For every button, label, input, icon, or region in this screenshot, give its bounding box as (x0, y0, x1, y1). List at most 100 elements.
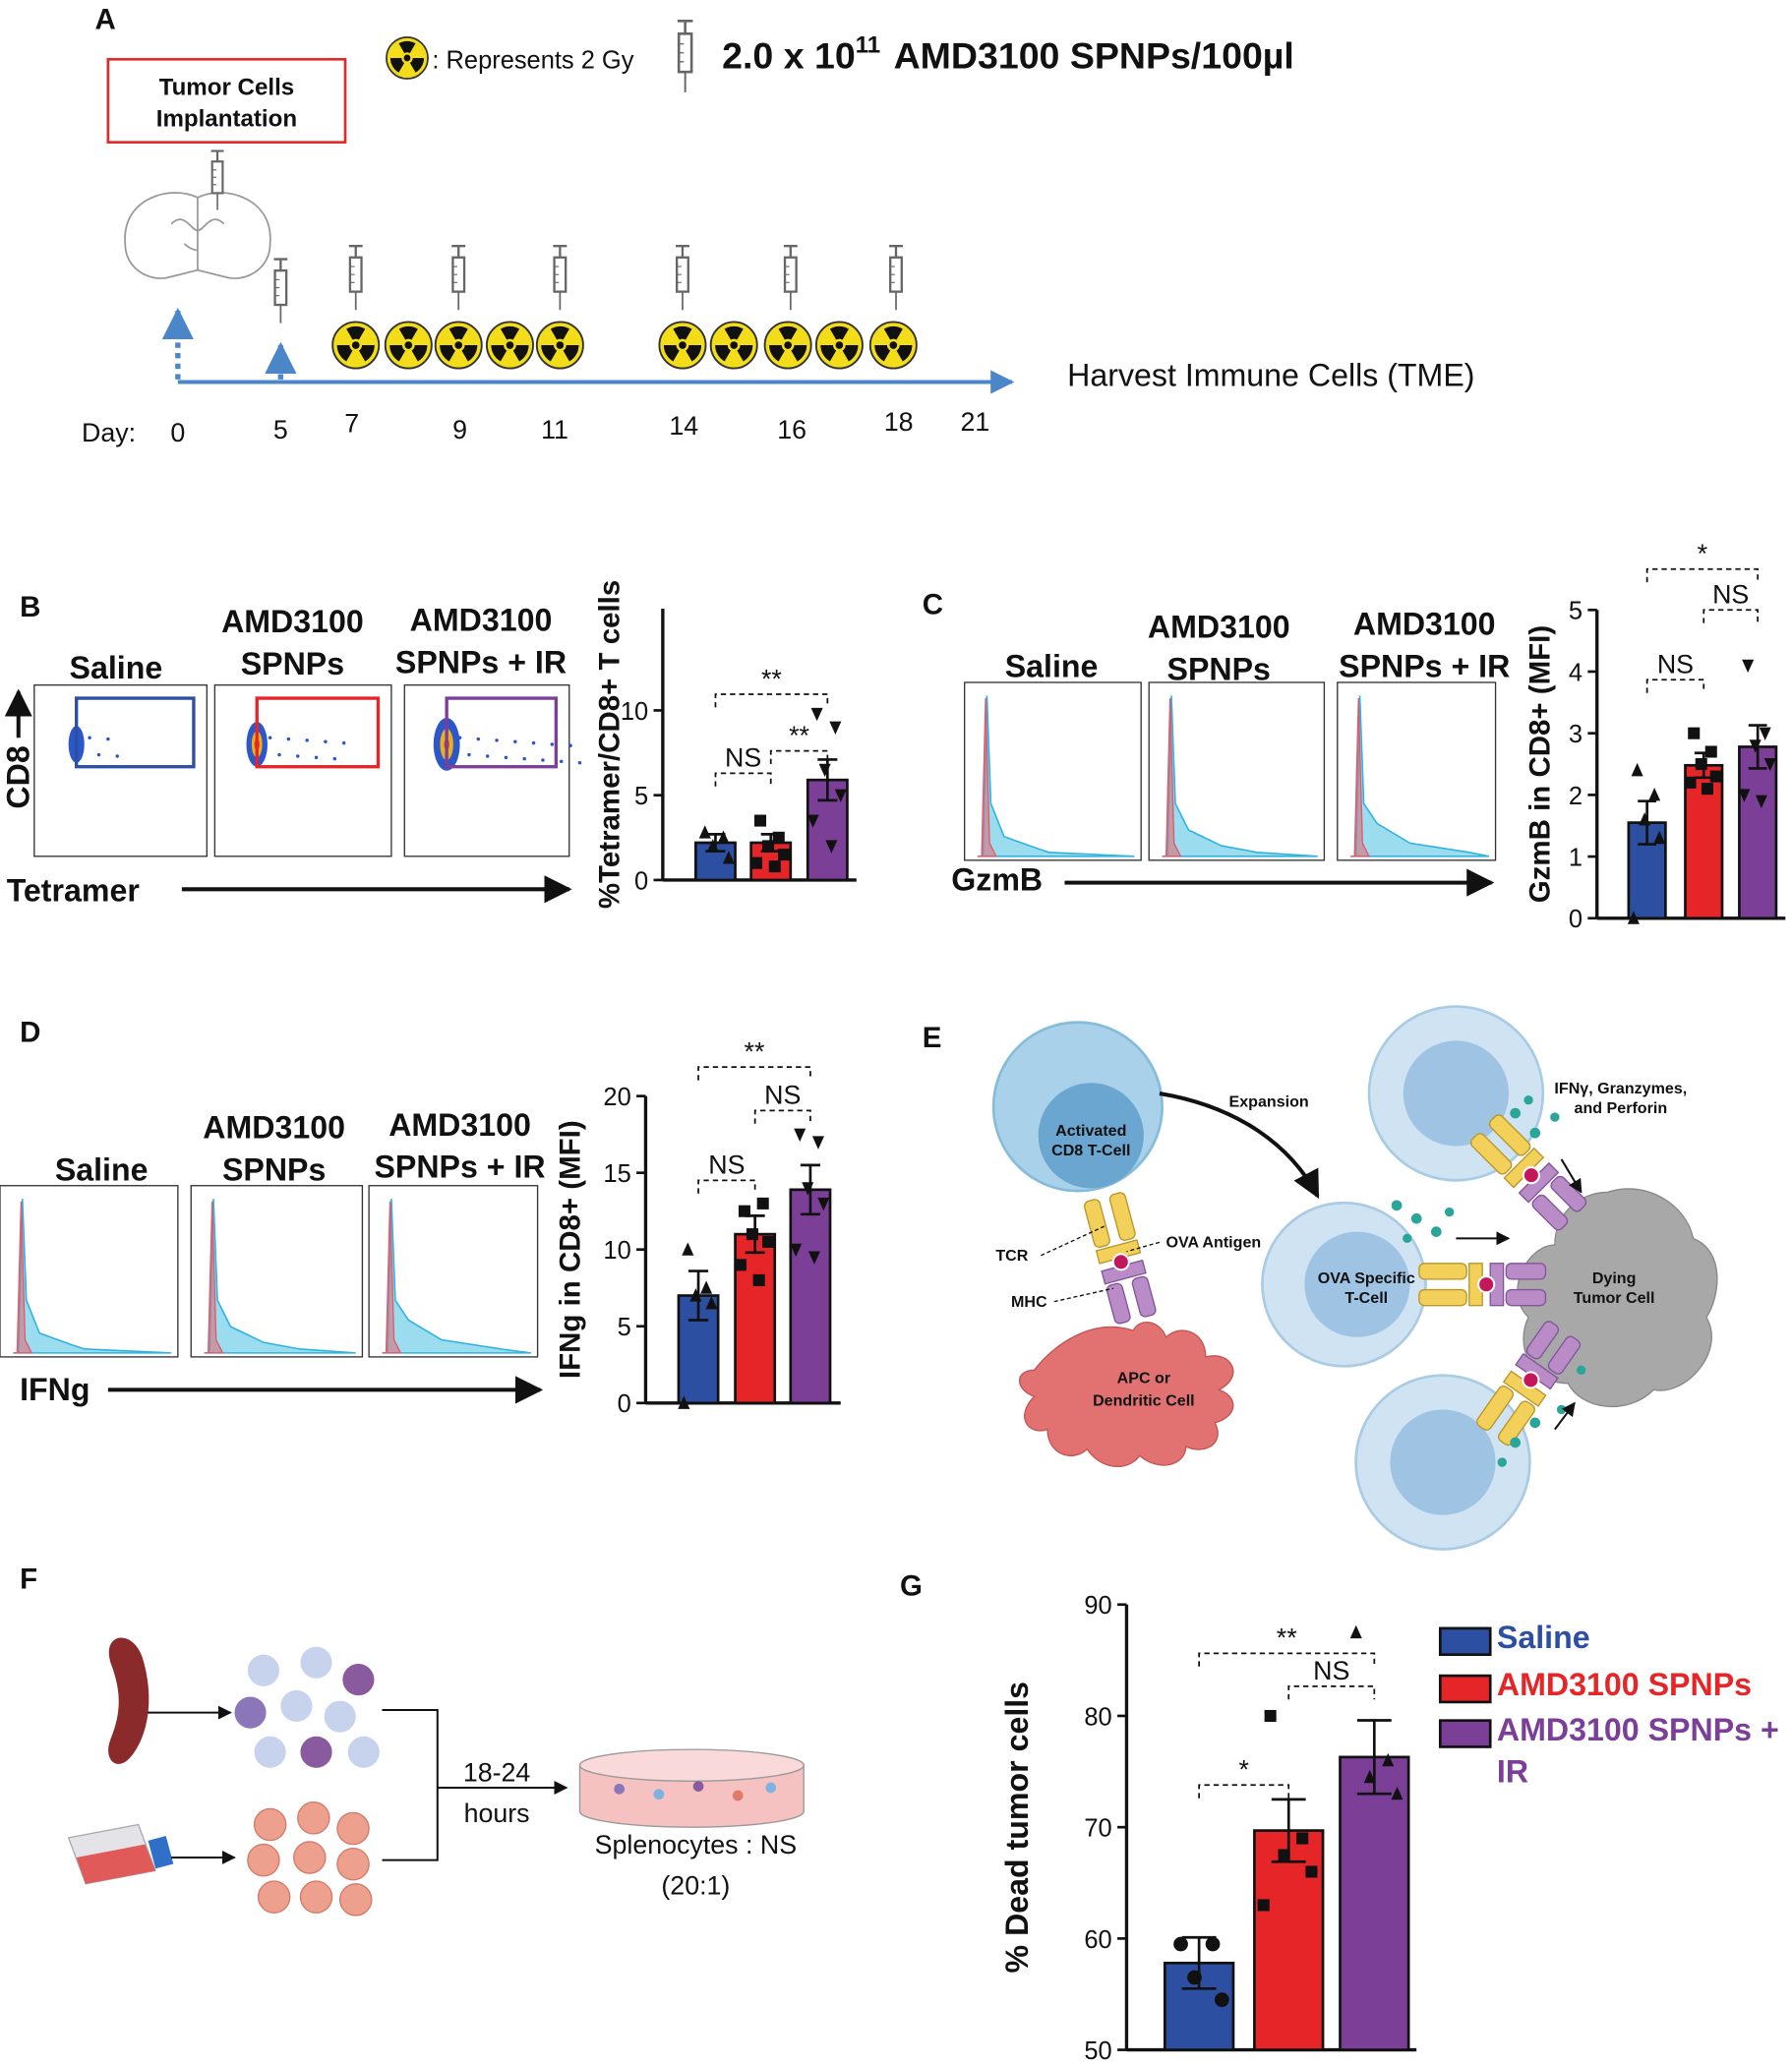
data-point (794, 1128, 806, 1143)
y-tick-label: 80 (1084, 1703, 1111, 1731)
bar (1339, 1755, 1410, 2051)
box-text: Implantation (156, 106, 297, 133)
diagram-label: Tumor Cell (1574, 1289, 1655, 1307)
panel-label: E (923, 1022, 942, 1054)
day-tick-label: 5 (273, 415, 288, 444)
radiation-icon (485, 321, 534, 370)
histogram (204, 1201, 224, 1354)
panel-e: Activated CD8 T-Cell Expansion TCR OVA A… (991, 1005, 1718, 1551)
group-label: SPNPs + IR (1339, 649, 1510, 684)
y-axis-label: % Dead tumor cells (999, 1682, 1035, 1974)
event-dot (106, 737, 110, 741)
data-point (705, 1295, 718, 1310)
data-point (1701, 783, 1714, 796)
significance-label: ** (745, 1036, 765, 1066)
panel-label: D (20, 1017, 40, 1049)
syringe-icon (782, 244, 799, 312)
dose-text: 2.0 x 1011 AMD3100 SPNPs/100µl (722, 32, 1294, 77)
data-point (1763, 758, 1776, 772)
time-label: 18-24 (463, 1757, 531, 1787)
diagram-label: Activated (1055, 1122, 1126, 1140)
data-point (1639, 812, 1651, 826)
panel-f: 18-24 hours Splenocytes : NS (20:1) (67, 1637, 805, 1917)
data-point (817, 1197, 830, 1211)
data-point (1631, 762, 1643, 777)
significance-label: NS (1712, 580, 1749, 610)
radiation-icon (763, 321, 812, 370)
bar (734, 1232, 777, 1405)
event-dot (341, 740, 346, 745)
data-point (810, 707, 823, 722)
panel-label: G (900, 1569, 923, 1602)
merge-bracket (382, 1708, 439, 1861)
event-dot (324, 739, 328, 744)
data-point (1627, 911, 1640, 924)
syringe-icon (552, 244, 568, 312)
syringe-icon (272, 258, 289, 324)
panel-label: C (923, 588, 943, 620)
histogram (382, 1201, 402, 1354)
ratio-label: Splenocytes : NS (595, 1830, 797, 1859)
significance-bracket (697, 1066, 811, 1081)
group-label: Saline (55, 1151, 149, 1187)
event-dot (305, 738, 309, 742)
data-point (717, 830, 730, 844)
syringe-icon (209, 149, 225, 211)
data-point (1755, 795, 1767, 809)
axis-label: CD8 (0, 745, 35, 808)
y-tick-label: 10 (621, 698, 648, 726)
axis-label: Tetramer (7, 872, 141, 908)
implant-box (106, 57, 347, 145)
data-point (1214, 1992, 1229, 2008)
data-point (829, 721, 842, 736)
histogram (1162, 698, 1182, 857)
data-point (834, 789, 847, 803)
data-point (1738, 789, 1751, 802)
legend-swatch (1438, 1719, 1492, 1748)
significance-bracket (1198, 1652, 1376, 1667)
group-label: Saline (1005, 649, 1099, 684)
significance-bracket (1702, 609, 1760, 623)
significance-label: ** (789, 721, 809, 750)
data-point (738, 1205, 750, 1217)
apc-cell (1018, 1322, 1234, 1468)
data-point (698, 825, 711, 839)
data-point (1187, 1970, 1202, 1985)
data-point (752, 1273, 765, 1286)
y-axis-label: GzmB in CD8+ (MFI) (1523, 625, 1556, 903)
significance-bracket (714, 693, 829, 708)
data-point (807, 1251, 820, 1265)
y-tick-label: 1 (1569, 844, 1583, 871)
diagram-label: MHC (1011, 1293, 1047, 1311)
flow-plot (213, 683, 392, 857)
data-point (762, 840, 775, 853)
diagram-label: Expansion (1229, 1092, 1309, 1110)
data-point (749, 856, 763, 869)
data-point (1704, 745, 1717, 758)
data-point (1688, 727, 1701, 739)
event-dot (577, 760, 582, 765)
dish-icon (578, 1748, 805, 1828)
legend-text: AMD3100 SPNPs (1496, 1668, 1753, 1704)
event-dot (513, 739, 517, 744)
event-dot (522, 756, 526, 761)
data-point (1205, 1936, 1221, 1952)
y-tick-label: 4 (1569, 659, 1583, 686)
diagram-label: and Perforin (1575, 1099, 1668, 1117)
legend-entry: Saline (1497, 1621, 1590, 1656)
diagram-label: Dendritic Cell (1093, 1391, 1195, 1409)
data-point (806, 814, 819, 828)
dose-base: 2.0 x 10 (722, 35, 856, 77)
flow-plot (33, 683, 209, 857)
histogram (978, 698, 997, 857)
day-label: Day: (82, 418, 136, 447)
panel-a: Tumor Cells Implantation : Represents 2 … (82, 20, 1474, 447)
data-point (762, 1235, 775, 1248)
flow-plot (403, 683, 570, 857)
group-label: AMD3100 (1353, 607, 1496, 642)
data-point (825, 840, 838, 854)
radiation-icon (814, 321, 864, 370)
day-tick-label: 16 (777, 415, 806, 444)
data-point (1363, 1769, 1376, 1784)
